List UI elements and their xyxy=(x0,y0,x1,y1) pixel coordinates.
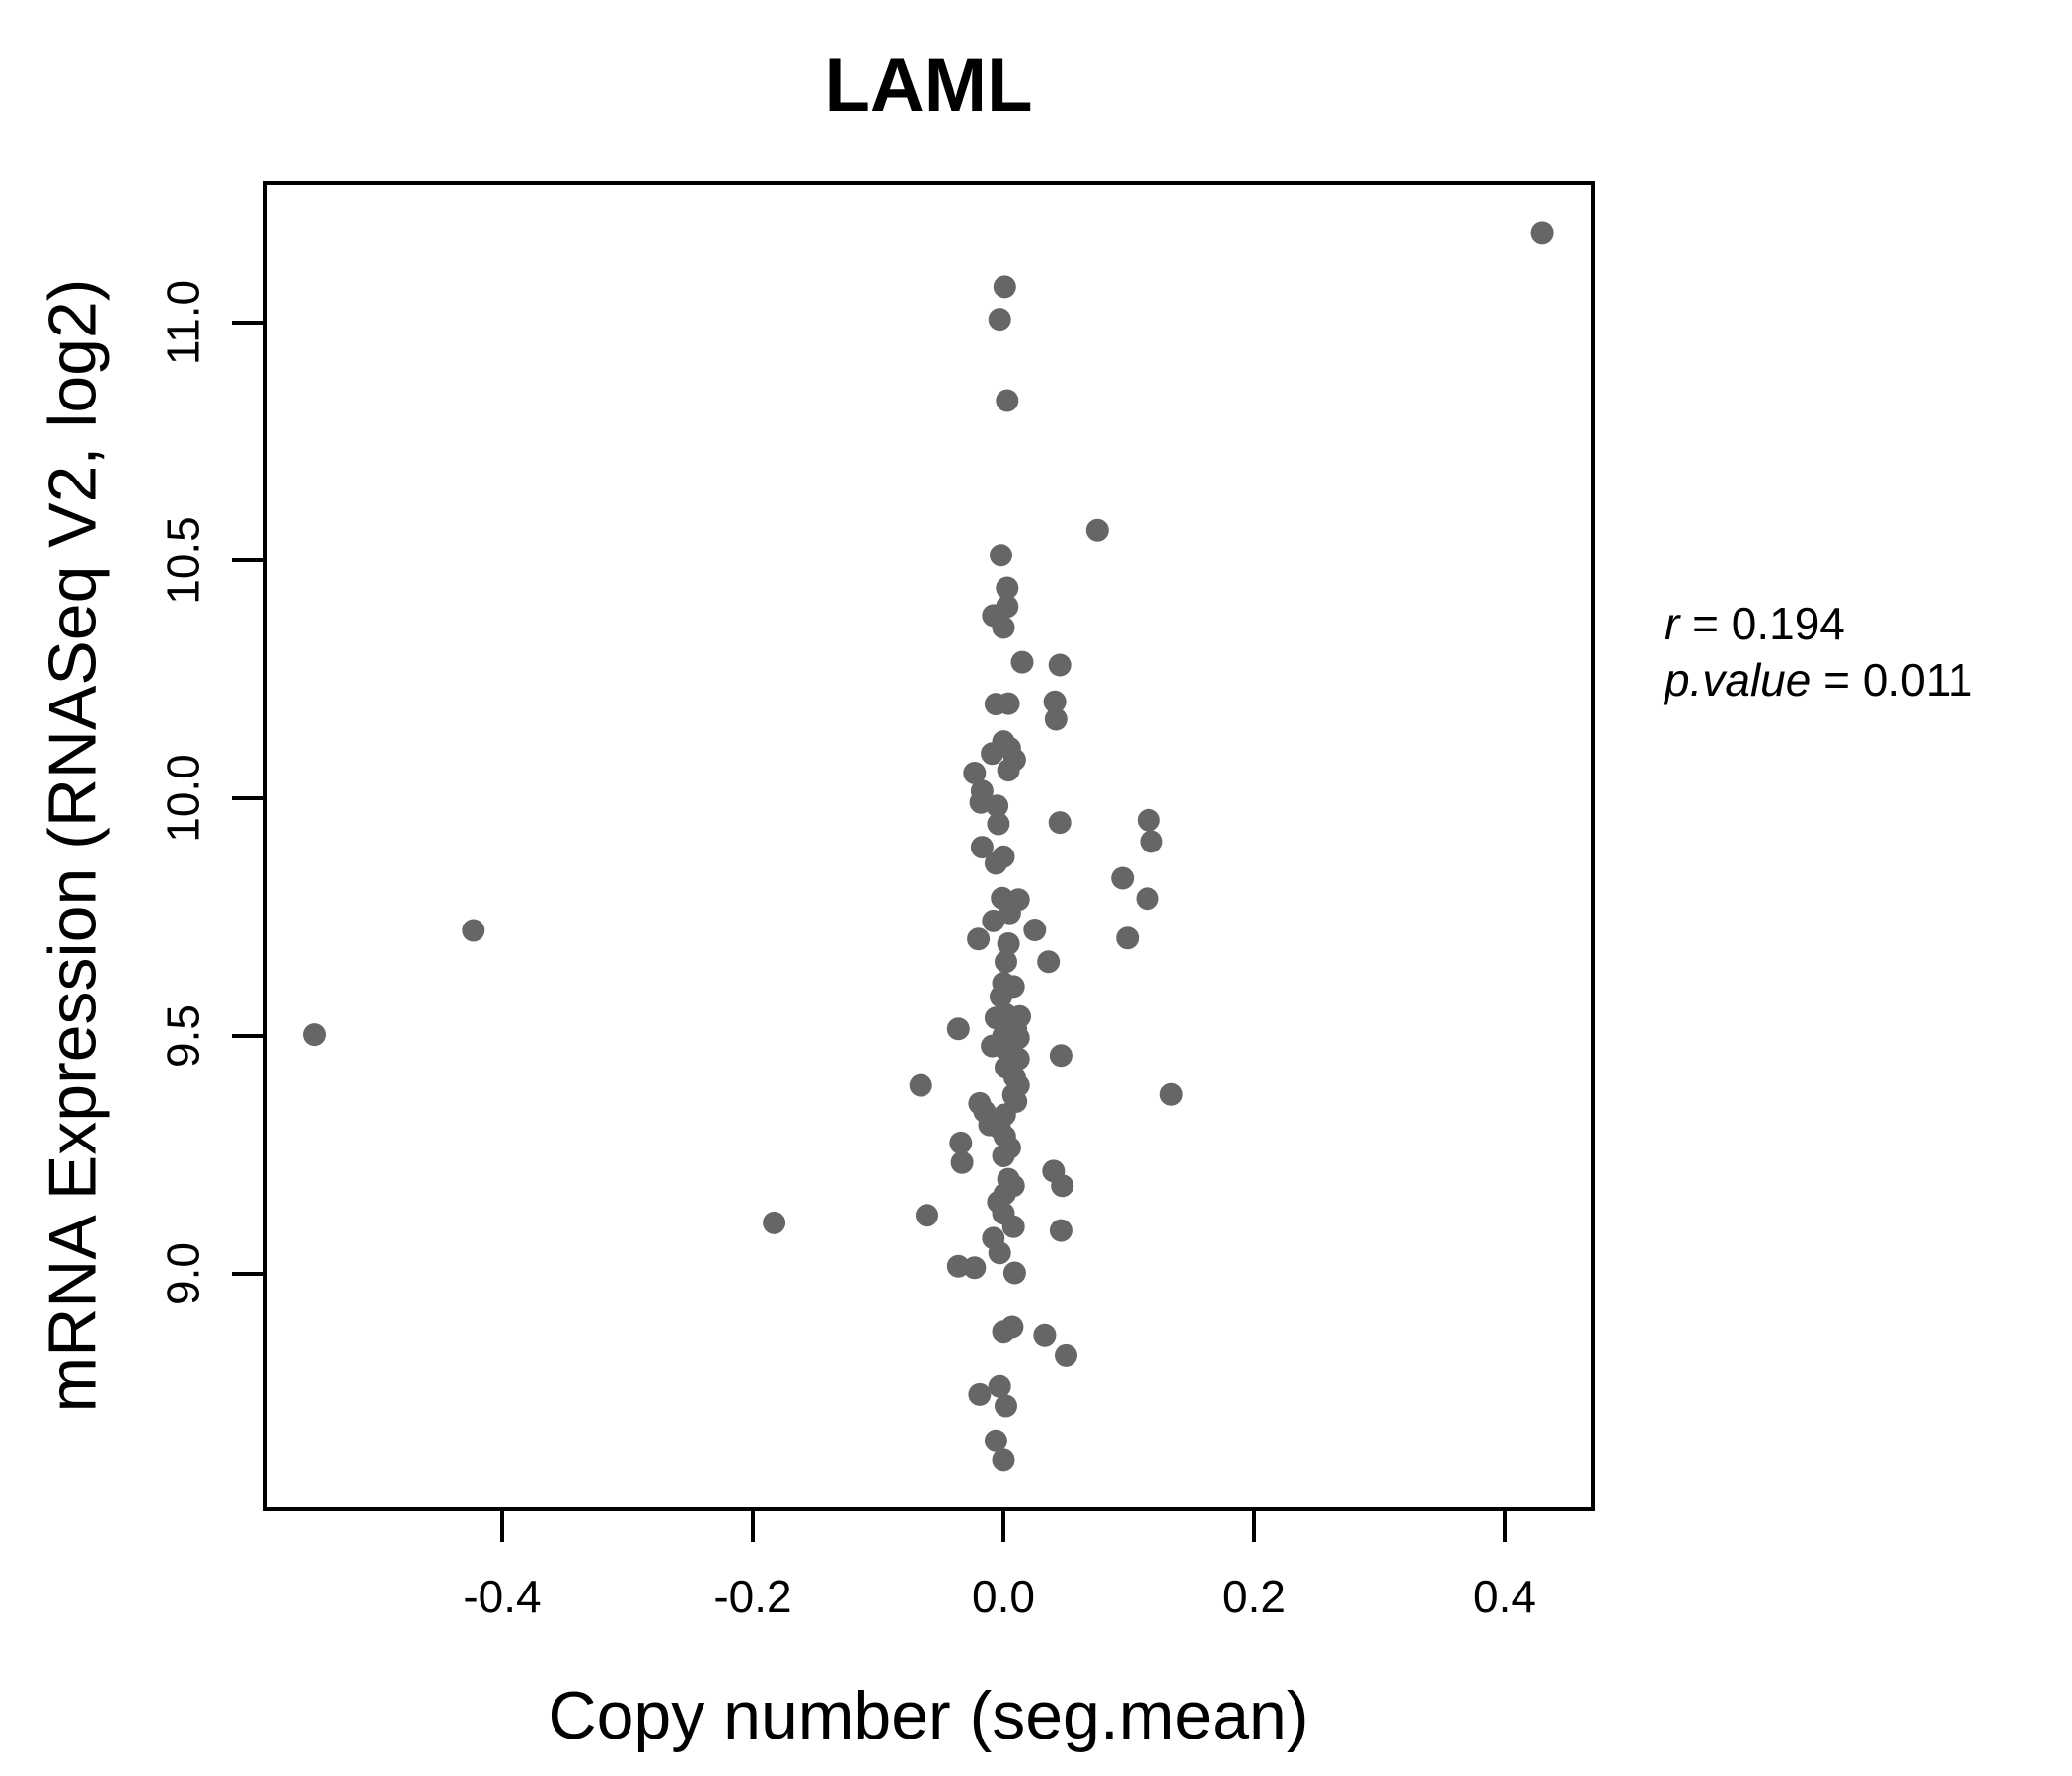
data-point xyxy=(1010,650,1034,674)
data-point xyxy=(1159,1082,1183,1106)
y-axis: 9.0 9.5 10.0 10.5 11.0 xyxy=(158,280,265,1305)
x-tick-label: -0.4 xyxy=(463,1571,541,1622)
data-point xyxy=(996,576,1019,600)
y-tick-label: 11.0 xyxy=(158,280,209,365)
data-point xyxy=(988,1374,1011,1398)
data-point xyxy=(1137,808,1160,832)
data-point xyxy=(997,759,1020,782)
data-point xyxy=(984,851,1007,875)
data-point xyxy=(462,919,485,942)
data-point xyxy=(946,1017,970,1041)
x-tick-label: 0.4 xyxy=(1473,1571,1536,1622)
data-point xyxy=(1136,887,1159,911)
data-point xyxy=(1001,1215,1025,1238)
x-tick-label: -0.2 xyxy=(713,1571,791,1622)
data-point xyxy=(1044,707,1068,731)
x-tick-label: 0.0 xyxy=(972,1571,1035,1622)
data-point xyxy=(963,762,987,784)
data-point xyxy=(967,927,991,951)
data-point xyxy=(1111,866,1135,890)
data-point xyxy=(988,308,1011,332)
data-point xyxy=(1048,811,1072,835)
data-point xyxy=(1037,950,1061,974)
plot-title: LAML xyxy=(824,43,1032,127)
data-point xyxy=(970,836,994,859)
data-point xyxy=(992,1145,1015,1167)
data-point xyxy=(996,389,1019,412)
data-point xyxy=(763,1211,786,1234)
data-point xyxy=(993,275,1016,299)
data-point xyxy=(997,692,1020,715)
p-label: p.value xyxy=(1663,654,1811,705)
correlation-r-annotation: r = 0.194 xyxy=(1665,598,1845,649)
data-point xyxy=(988,1241,1011,1265)
data-point xyxy=(916,1204,938,1227)
data-point xyxy=(303,1023,326,1047)
x-axis-label: Copy number (seg.mean) xyxy=(548,1678,1308,1753)
data-point xyxy=(946,1254,970,1278)
data-point xyxy=(1049,1044,1073,1068)
correlation-p-annotation: p.value = 0.011 xyxy=(1663,654,1972,705)
data-point xyxy=(968,1382,992,1406)
data-points-layer xyxy=(303,221,1554,1472)
data-point xyxy=(984,1006,1007,1030)
data-point xyxy=(982,909,1005,932)
data-point xyxy=(950,1150,974,1174)
data-point xyxy=(1055,1343,1077,1367)
data-point xyxy=(981,742,1004,766)
data-point xyxy=(1033,1323,1057,1347)
data-point xyxy=(1048,653,1072,677)
data-point xyxy=(995,950,1017,974)
data-point xyxy=(997,932,1020,955)
data-point xyxy=(1051,1174,1074,1198)
data-point xyxy=(1023,919,1047,941)
y-tick-label: 10.0 xyxy=(158,754,209,843)
y-tick-label: 9.0 xyxy=(158,1242,209,1305)
data-point xyxy=(1049,1219,1073,1242)
data-point xyxy=(992,1448,1015,1472)
p-value: = 0.011 xyxy=(1811,654,1972,705)
data-point xyxy=(987,812,1010,836)
y-axis-label: mRNA Expression (RNASeq V2, log2) xyxy=(35,279,110,1413)
data-point xyxy=(1085,518,1109,542)
r-value: = 0.194 xyxy=(1679,598,1845,649)
data-point xyxy=(1043,690,1067,713)
data-point xyxy=(949,1131,973,1154)
data-point xyxy=(992,616,1015,639)
data-point xyxy=(990,985,1012,1008)
data-point xyxy=(1530,221,1554,245)
r-label: r xyxy=(1665,598,1681,649)
x-tick-label: 0.2 xyxy=(1222,1571,1286,1622)
data-point xyxy=(995,1394,1017,1418)
y-tick-label: 10.5 xyxy=(158,516,209,605)
data-point xyxy=(992,1320,1015,1344)
plot-box xyxy=(263,181,1595,1511)
data-point xyxy=(963,1256,987,1280)
x-axis: -0.4 -0.2 0.0 0.2 0.4 xyxy=(463,1509,1536,1622)
data-point xyxy=(1116,926,1140,950)
data-point xyxy=(1002,1261,1026,1285)
data-point xyxy=(1140,830,1163,853)
data-point xyxy=(909,1073,932,1097)
data-point xyxy=(990,544,1012,567)
y-tick-label: 9.5 xyxy=(158,1004,209,1068)
data-point xyxy=(986,794,1009,818)
data-point xyxy=(984,1429,1007,1452)
